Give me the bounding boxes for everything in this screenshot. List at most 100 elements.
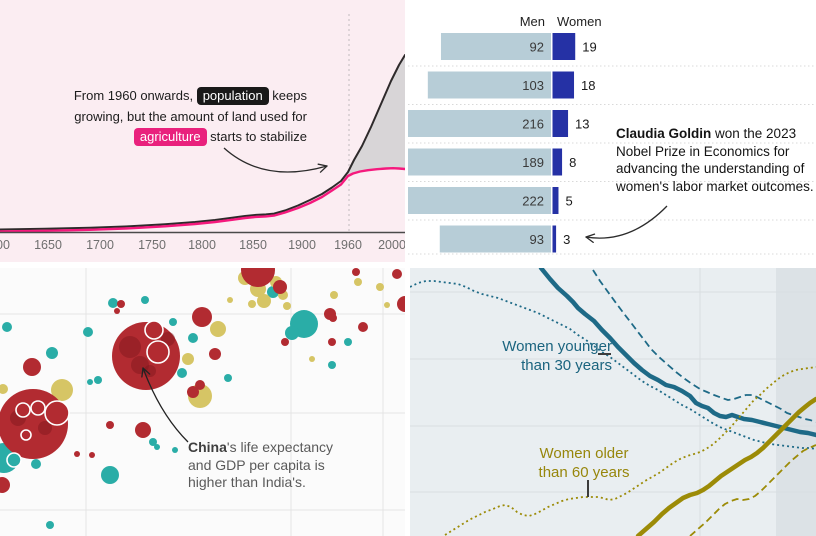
country-bubble (257, 294, 271, 308)
women-bar (552, 110, 569, 137)
country-bubble (358, 322, 368, 332)
annotation-arrow-head (585, 233, 596, 238)
men-value: 222 (522, 194, 544, 209)
label-line: Women younger (502, 338, 612, 355)
country-bubble (328, 361, 336, 369)
men-bar (439, 225, 551, 253)
country-bubble (20, 429, 32, 441)
men-value: 92 (530, 40, 544, 55)
country-bubble (15, 402, 31, 418)
country-bubble (352, 268, 360, 276)
country-bubble (31, 459, 41, 469)
x-tick-label: 1850 (239, 238, 267, 252)
country-bubble (106, 421, 114, 429)
country-bubble (354, 278, 362, 286)
x-tick-label: 1800 (188, 238, 216, 252)
country-bubble (281, 338, 289, 346)
annotation-text: won the 2023 Nobel Prize in Economics fo… (616, 126, 814, 194)
country-bubble (38, 421, 52, 435)
country-bubble (144, 365, 156, 377)
country-bubble (87, 379, 93, 385)
annotation-arrow-head (319, 165, 328, 173)
country-bubble (241, 268, 275, 287)
women-younger-30-dotted-line (410, 280, 816, 450)
country-bubble (51, 379, 73, 401)
annotation-arrow (142, 367, 189, 443)
country-bubble (44, 400, 70, 426)
country-bubble (74, 451, 80, 457)
country-bubble (89, 452, 95, 458)
annotation-arrow (585, 205, 668, 239)
x-tick-label: 1650 (34, 238, 62, 252)
men-bar (427, 71, 551, 99)
women-bar (552, 148, 563, 176)
country-bubble (117, 300, 125, 308)
annotation-text: starts to stabilize (206, 129, 307, 144)
label-women-younger-30: Women younger than 30 years (502, 337, 612, 375)
country-bubble (187, 386, 199, 398)
x-tick-label: 00 (0, 238, 10, 252)
country-bubble (112, 322, 180, 390)
women-younger-30-solid-line (538, 268, 816, 438)
country-bubble (2, 322, 12, 332)
country-bubble (384, 302, 390, 308)
annotation-claudia-goldin: Claudia Goldin won the 2023 Nobel Prize … (616, 125, 816, 195)
population-badge: population (196, 87, 269, 105)
country-bubble (392, 269, 402, 279)
women-value: 18 (581, 78, 595, 93)
panel-men-women-bars: 92 19 103 18 216 13 189 8 222 5 93 3 Men Women Clau… (408, 0, 816, 262)
annotation-bold-text: China (188, 439, 227, 455)
women-bar (552, 225, 557, 253)
country-bubble (344, 338, 352, 346)
x-tick-label: 1960 (334, 238, 362, 252)
country-bubble (192, 307, 212, 327)
annotation-arrow-head (317, 163, 328, 167)
country-bubble (330, 291, 338, 299)
women-age-line-chart (410, 268, 816, 536)
label-line: Women older (539, 445, 629, 462)
country-bubble (283, 302, 291, 310)
men-women-bar-chart: 92 19 103 18 216 13 189 8 222 5 93 3 (408, 33, 816, 255)
women-value: 8 (569, 155, 576, 170)
annotation-text: From 1960 onwards, (73, 88, 197, 103)
men-bar (408, 148, 551, 176)
country-bubble (169, 318, 177, 326)
men-value: 216 (522, 117, 544, 132)
women-bar (552, 187, 559, 214)
country-bubble (309, 356, 315, 362)
annotation-arrow-head (142, 367, 151, 375)
men-bar (408, 110, 551, 137)
women-bar (552, 71, 575, 99)
men-column-header: Men (519, 14, 545, 29)
country-bubble (224, 374, 232, 382)
country-bubble (23, 358, 41, 376)
country-bubble (94, 376, 102, 384)
country-bubble (141, 296, 149, 304)
country-bubble (328, 338, 336, 346)
panel-gdp-life-expectancy: China's life expectancy and GDP per capi… (0, 268, 405, 536)
population-agriculture-chart: 00 1650 1700 1750 1800 1850 1900 1960 2000 (0, 14, 405, 252)
x-tick-label: 1750 (138, 238, 166, 252)
panel-women-age-lines: Women younger than 30 years Women older … (410, 268, 816, 536)
women-younger-30-dashed-line (592, 269, 816, 423)
country-bubble (114, 308, 120, 314)
country-bubble (119, 336, 141, 358)
men-value: 103 (522, 78, 544, 93)
annotation-arrow-head (141, 367, 144, 378)
country-bubble (144, 320, 164, 340)
country-bubble (149, 438, 157, 446)
country-bubble (195, 380, 205, 390)
annotation-population-agriculture: From 1960 onwards, population keeps grow… (35, 86, 307, 148)
country-bubble (248, 300, 256, 308)
women-value: 13 (575, 117, 589, 132)
label-line: than 30 years (521, 357, 612, 374)
country-bubble (273, 280, 287, 294)
annotation-text: keeps growing, but the amount of land us… (74, 88, 307, 124)
country-bubble (46, 347, 58, 359)
country-bubble (30, 400, 46, 416)
women-older-60-solid-line (635, 396, 816, 536)
country-bubble (285, 326, 299, 340)
x-tick-label: 1900 (288, 238, 316, 252)
x-tick-label: 2000 (378, 238, 405, 252)
country-bubble (172, 447, 178, 453)
